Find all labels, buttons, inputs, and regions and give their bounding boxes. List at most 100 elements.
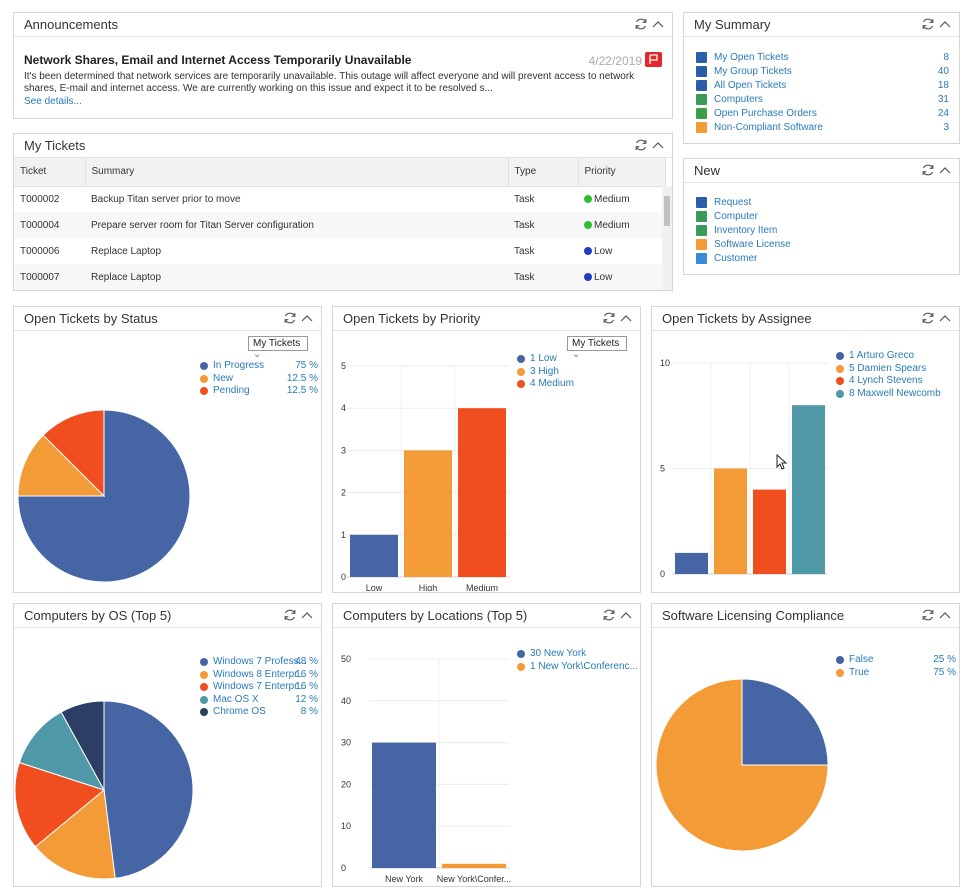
- refresh-icon[interactable]: [634, 138, 648, 152]
- list-item[interactable]: Computer: [696, 210, 949, 224]
- refresh-icon[interactable]: [634, 17, 648, 31]
- column-header-priority[interactable]: Priority: [578, 158, 666, 187]
- list-item[interactable]: Open Purchase Orders 24: [696, 107, 949, 121]
- collapse-icon[interactable]: [301, 311, 313, 325]
- see-details-link[interactable]: See details...: [24, 96, 82, 107]
- bar-2[interactable]: [404, 450, 452, 577]
- refresh-icon[interactable]: [921, 608, 935, 622]
- legend-item[interactable]: False 25 %: [836, 654, 956, 667]
- legend-item[interactable]: 8 Maxwell Newcomb: [836, 388, 956, 401]
- list-item-count[interactable]: 3: [943, 122, 949, 133]
- flag-icon[interactable]: [645, 52, 662, 67]
- column-header-type[interactable]: Type: [508, 158, 579, 187]
- collapse-icon[interactable]: [652, 138, 664, 152]
- legend-label[interactable]: 1 New York\Conferenc...: [530, 660, 638, 672]
- collapse-icon[interactable]: [620, 608, 632, 622]
- refresh-icon[interactable]: [921, 163, 935, 177]
- list-item-label[interactable]: Request: [714, 197, 752, 208]
- legend-label[interactable]: New: [213, 372, 234, 384]
- legend-label[interactable]: In Progress: [213, 360, 265, 371]
- list-item-count[interactable]: 24: [937, 108, 949, 119]
- legend-label[interactable]: True: [849, 666, 870, 678]
- pie-slice-1[interactable]: [17, 409, 191, 583]
- pie-slice-3[interactable]: [42, 409, 105, 498]
- pie-slice-2[interactable]: [655, 678, 829, 852]
- pie-slice-5[interactable]: [60, 700, 105, 791]
- bar-3[interactable]: [753, 489, 786, 574]
- legend-item[interactable]: New 12.5 %: [200, 373, 318, 386]
- pie-slice-4[interactable]: [18, 711, 106, 791]
- column-header-ticket[interactable]: Ticket: [14, 158, 86, 187]
- legend-label[interactable]: 5 Damien Spears: [849, 362, 927, 374]
- legend-item[interactable]: Windows 7 Profess... 48 %: [200, 656, 318, 669]
- collapse-icon[interactable]: [939, 17, 951, 31]
- legend-label[interactable]: 3 High: [530, 365, 559, 377]
- list-item-count[interactable]: 31: [937, 94, 949, 105]
- column-header-summary[interactable]: Summary: [85, 158, 509, 187]
- list-item[interactable]: My Open Tickets 8: [696, 51, 949, 65]
- legend-item[interactable]: 1 New York\Conferenc...: [517, 661, 641, 674]
- pie-slice-1[interactable]: [103, 700, 194, 879]
- refresh-icon[interactable]: [602, 608, 616, 622]
- list-item-label[interactable]: Inventory Item: [714, 225, 778, 236]
- list-item[interactable]: Customer: [696, 252, 949, 266]
- bar-2[interactable]: [442, 863, 506, 868]
- legend-label[interactable]: Mac OS X: [213, 693, 259, 705]
- list-item-label[interactable]: My Group Tickets: [714, 66, 792, 77]
- legend-label[interactable]: Windows 7 Enterpr...: [213, 681, 306, 692]
- list-item[interactable]: Software License: [696, 238, 949, 252]
- refresh-icon[interactable]: [283, 311, 297, 325]
- collapse-icon[interactable]: [301, 608, 313, 622]
- legend-item[interactable]: 30 New York: [517, 648, 641, 661]
- pie-slice-1[interactable]: [741, 678, 829, 766]
- legend-label[interactable]: 30 New York: [530, 648, 587, 659]
- legend-item[interactable]: 1 Low: [517, 353, 637, 366]
- bar-1[interactable]: [350, 534, 398, 577]
- list-item-label[interactable]: Computers: [714, 94, 763, 105]
- legend-label[interactable]: Windows 7 Profess...: [213, 656, 307, 667]
- table-row[interactable]: T000002 Backup Titan server prior to move…: [14, 186, 666, 212]
- bar-1[interactable]: [372, 742, 436, 868]
- scrollbar-thumb[interactable]: [664, 196, 670, 226]
- legend-item[interactable]: 4 Lynch Stevens: [836, 375, 956, 388]
- list-item[interactable]: Non-Compliant Software 3: [696, 121, 949, 135]
- priority-filter-dropdown[interactable]: My Tickets ⌄: [567, 336, 627, 360]
- legend-item[interactable]: 1 Arturo Greco: [836, 350, 956, 363]
- list-item-label[interactable]: Customer: [714, 253, 758, 264]
- collapse-icon[interactable]: [939, 311, 951, 325]
- legend-item[interactable]: 4 Medium: [517, 378, 637, 391]
- legend-item[interactable]: 3 High: [517, 366, 637, 379]
- list-item[interactable]: Computers 31: [696, 93, 949, 107]
- list-item-count[interactable]: 40: [937, 66, 949, 77]
- collapse-icon[interactable]: [939, 608, 951, 622]
- refresh-icon[interactable]: [602, 311, 616, 325]
- pie-slice-3[interactable]: [14, 761, 106, 848]
- list-item-label[interactable]: All Open Tickets: [714, 80, 787, 91]
- list-item-count[interactable]: 18: [937, 80, 949, 91]
- collapse-icon[interactable]: [652, 17, 664, 31]
- status-filter-dropdown[interactable]: My Tickets ⌄: [248, 336, 308, 360]
- table-row[interactable]: T000006 Replace Laptop Task Low: [14, 238, 666, 264]
- list-item-label[interactable]: Computer: [714, 211, 758, 222]
- legend-label[interactable]: False: [849, 654, 874, 665]
- list-item-label[interactable]: Non-Compliant Software: [714, 122, 823, 133]
- legend-label[interactable]: 4 Lynch Stevens: [849, 375, 923, 386]
- legend-label[interactable]: Chrome OS: [213, 706, 266, 717]
- legend-label[interactable]: 4 Medium: [530, 378, 574, 389]
- legend-item[interactable]: Pending 12.5 %: [200, 385, 318, 398]
- bar-2[interactable]: [714, 468, 747, 575]
- list-item-count[interactable]: 8: [943, 52, 949, 63]
- list-item[interactable]: All Open Tickets 18: [696, 79, 949, 93]
- legend-item[interactable]: True 75 %: [836, 667, 956, 680]
- tickets-scrollbar[interactable]: [662, 186, 672, 290]
- legend-item[interactable]: Mac OS X 12 %: [200, 694, 318, 707]
- legend-item[interactable]: Chrome OS 8 %: [200, 706, 318, 719]
- legend-item[interactable]: In Progress 75 %: [200, 360, 318, 373]
- table-row[interactable]: T000004 Prepare server room for Titan Ser…: [14, 212, 666, 238]
- legend-label[interactable]: 1 Low: [530, 353, 557, 364]
- legend-item[interactable]: Windows 7 Enterpr... 16 %: [200, 681, 318, 694]
- pie-slice-2[interactable]: [34, 789, 116, 880]
- legend-item[interactable]: 5 Damien Spears: [836, 363, 956, 376]
- bar-4[interactable]: [792, 405, 825, 574]
- legend-label[interactable]: 8 Maxwell Newcomb: [849, 387, 941, 399]
